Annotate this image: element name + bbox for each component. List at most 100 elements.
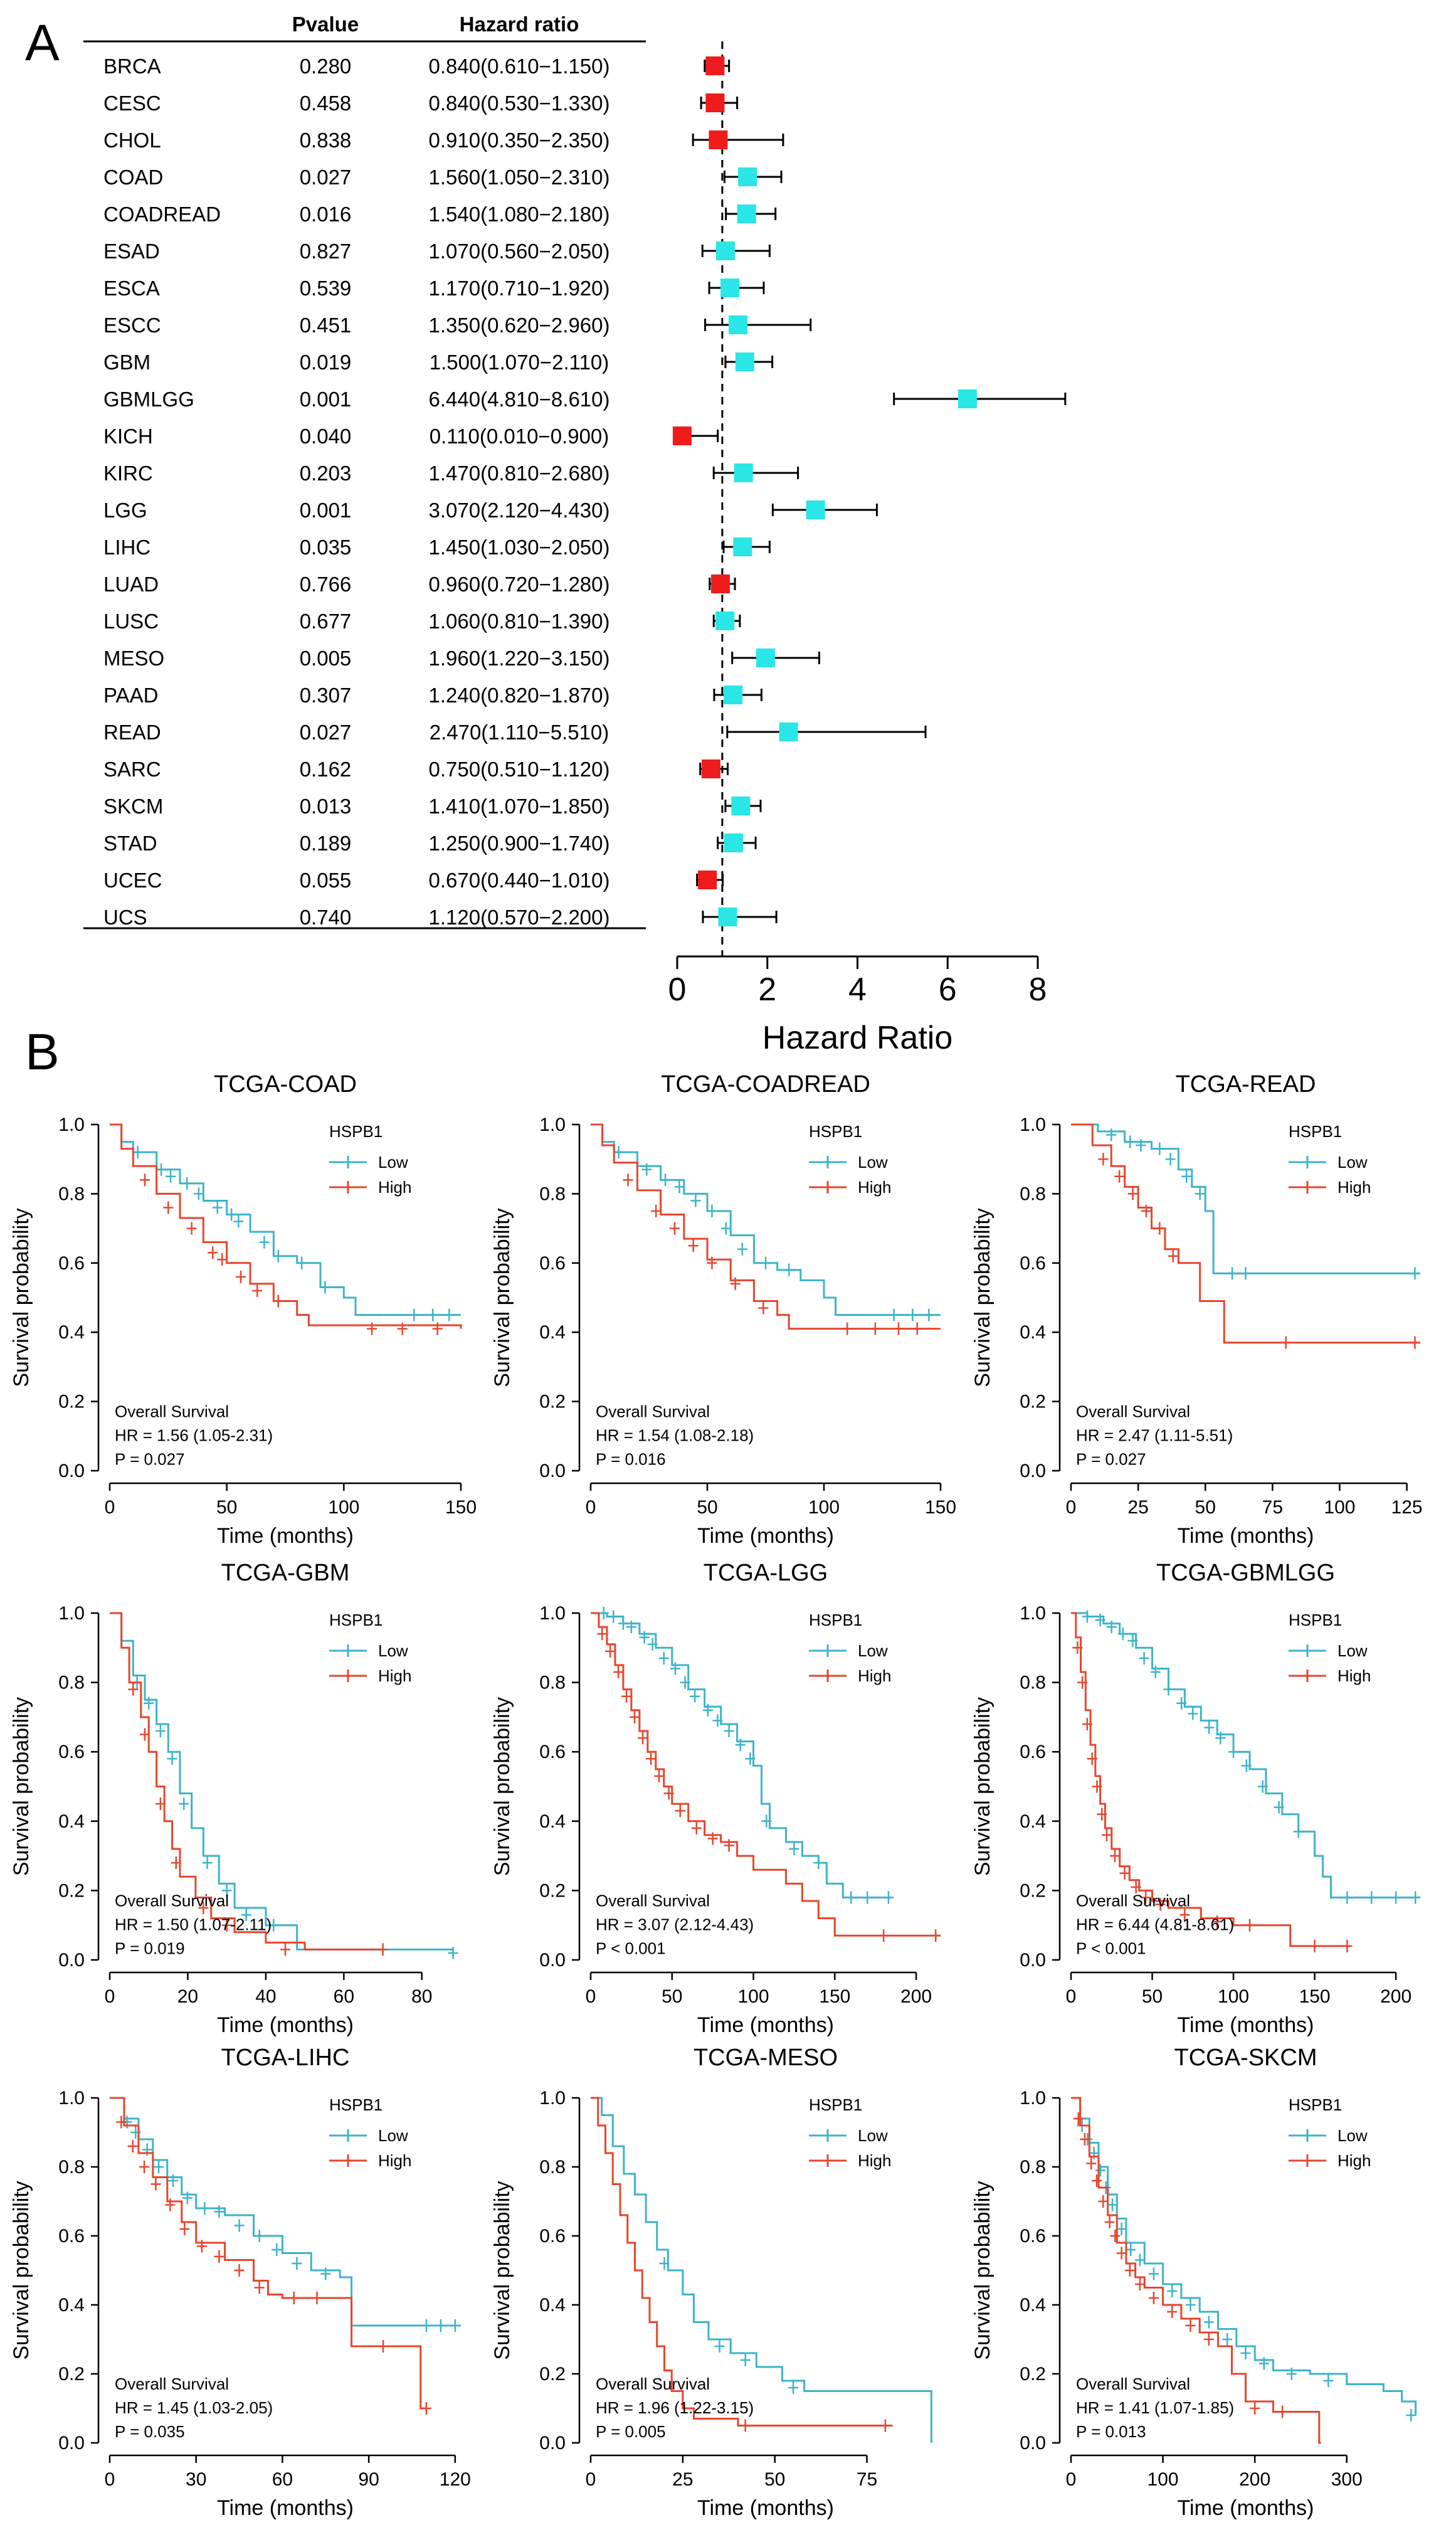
censor-mark-low: [1139, 1651, 1149, 1665]
x-tick-label: 100: [1324, 1497, 1355, 1518]
pvalue-cell: 0.001: [300, 388, 352, 411]
censor-mark-high: [1148, 2292, 1159, 2304]
annotation-line: HR = 3.07 (2.12-4.43): [596, 1915, 754, 1934]
censor-mark-low: [647, 1638, 658, 1651]
plot-title: TCGA-COADREAD: [661, 1071, 870, 1098]
x-tick-label: 40: [255, 1986, 276, 2007]
censor-mark-high: [140, 1728, 150, 1741]
censor-mark-low: [1293, 1825, 1304, 1838]
survival-curve-low: [1071, 1123, 1420, 1274]
y-axis-label: Survival probability: [971, 1697, 994, 1876]
y-tick-label: 0.0: [539, 1950, 566, 1971]
legend-label-high: High: [1337, 2151, 1371, 2170]
censor-mark-low: [714, 2340, 725, 2353]
censor-mark-high: [1141, 1205, 1151, 1217]
censor-mark-low: [618, 1617, 628, 1630]
panel-label-a: A: [25, 14, 60, 71]
censor-mark-low: [132, 1146, 143, 1159]
pvalue-cell: 0.162: [300, 758, 352, 781]
censor-mark-high: [1104, 2216, 1115, 2228]
annotation-line: HR = 6.44 (4.81-8.61): [1076, 1915, 1234, 1934]
censor-mark-low: [179, 1797, 189, 1811]
y-tick-label: 0.6: [539, 1253, 566, 1274]
cancer-label: KIRC: [103, 462, 153, 485]
censor-mark-high: [1410, 1336, 1420, 1349]
censor-mark-high: [654, 1769, 664, 1782]
annotation-line: P = 0.016: [596, 1449, 666, 1468]
x-tick-label: 80: [411, 1986, 432, 2007]
y-tick-label: 0.0: [1020, 1950, 1046, 1971]
hr-marker: [737, 204, 756, 223]
forest-plot: Pvalue Hazard ratio BRCA 0.280 0.840(0.610−1…: [83, 13, 1067, 1056]
censor-mark-high: [730, 1277, 741, 1290]
cancer-label: CHOL: [103, 129, 161, 152]
hr-marker: [720, 278, 740, 297]
y-tick-label: 0.8: [539, 1183, 566, 1204]
y-tick-label: 0.8: [539, 2157, 566, 2178]
y-axis-label: Survival probability: [9, 2181, 33, 2359]
censor-mark-high: [116, 2115, 127, 2129]
y-tick-label: 0.4: [539, 1322, 566, 1343]
censor-mark-low: [182, 1177, 193, 1190]
censor-mark-high: [1092, 1780, 1102, 1793]
pvalue-cell: 0.539: [300, 277, 352, 300]
hazard-ratio-cell: 1.070(0.560−2.050): [429, 240, 610, 263]
censor-mark-low: [1117, 1628, 1128, 1641]
x-axis-label: Time (months): [1178, 1524, 1314, 1548]
cancer-label: GBMLGG: [103, 388, 194, 411]
x-axis-label: Time (months): [217, 2496, 354, 2520]
censor-mark-high: [1154, 1222, 1165, 1235]
legend-label-high: High: [378, 2151, 411, 2170]
hazard-ratio-cell: 0.840(0.610−1.150): [429, 55, 610, 78]
cancer-label: COAD: [103, 166, 163, 189]
annotation-line: Overall Survival: [115, 2374, 229, 2393]
censor-mark-high: [1116, 2247, 1127, 2260]
x-tick-label: 60: [334, 1986, 354, 2007]
hazard-ratio-cell: 1.470(0.810−2.680): [429, 462, 610, 485]
pvalue-cell: 0.016: [300, 203, 352, 226]
x-tick-label: 0: [1066, 1986, 1077, 2007]
x-tick-label: 50: [216, 1497, 237, 1518]
censor-mark-low: [1116, 2223, 1127, 2235]
censor-mark-low: [1176, 1697, 1187, 1710]
censor-mark-high: [139, 2161, 150, 2173]
km-plot-tcga-gbm: TCGA-GBM 0 20 40 60 80 0.0 0.2 0.4 0.6 0.8 1.0 Time …: [9, 1560, 458, 2037]
y-tick-label: 0.4: [1020, 2295, 1046, 2316]
km-plot-tcga-skcm: TCGA-SKCM 0 100 200 300 0.0 0.2 0.4 0.6 0.8 1.0 Tim…: [971, 2045, 1417, 2520]
y-tick-label: 0.0: [58, 1950, 85, 1971]
censor-mark-high: [171, 1856, 181, 1870]
censor-mark-low: [1188, 1707, 1198, 1720]
y-tick-label: 0.0: [539, 1461, 566, 1481]
pvalue-cell: 0.019: [300, 351, 352, 374]
pvalue-cell: 0.740: [300, 906, 352, 929]
censor-mark-low: [690, 1194, 701, 1207]
censor-mark-low: [1323, 2374, 1334, 2387]
forest-row-lgg: LGG 0.001 3.070(2.120−4.430): [103, 499, 878, 522]
hazard-ratio-cell: 1.170(0.710−1.920): [429, 277, 610, 300]
legend-label-low: Low: [378, 1641, 408, 1660]
annotation-line: HR = 1.45 (1.03-2.05): [115, 2398, 273, 2417]
censor-mark-low: [788, 2381, 799, 2394]
censor-mark-low: [450, 2319, 460, 2332]
forest-row-sarc: SARC 0.162 0.750(0.510−1.120): [103, 758, 729, 781]
x-tick-label: 50: [697, 1497, 717, 1518]
plot-title: TCGA-GBM: [221, 1560, 350, 1586]
hr-marker: [724, 686, 743, 704]
x-axis-label: Time (months): [697, 2013, 834, 2037]
hr-marker: [724, 834, 743, 852]
forest-row-ucec: UCEC 0.055 0.670(0.440−1.010): [103, 869, 724, 892]
km-plot-tcga-lihc: TCGA-LIHC 0 30 60 90 120 0.0 0.2 0.4 0.6 0.8 1.0 Tim…: [9, 2045, 471, 2520]
censor-mark-low: [435, 2319, 446, 2332]
x-tick-label: 150: [445, 1497, 477, 1518]
panel-label-b: B: [25, 1024, 60, 1081]
censor-mark-low: [813, 1856, 824, 1870]
pvalue-cell: 0.027: [300, 166, 352, 189]
forest-x-label: Hazard Ratio: [762, 1020, 952, 1056]
censor-mark-low: [155, 1725, 166, 1738]
censor-mark-low: [1406, 2409, 1416, 2422]
x-tick-label: 25: [672, 2469, 693, 2490]
censor-mark-low: [724, 1725, 734, 1738]
censor-mark-high: [1098, 1153, 1109, 1166]
x-tick-label: 150: [819, 1986, 850, 2007]
censor-mark-low: [233, 1215, 244, 1228]
